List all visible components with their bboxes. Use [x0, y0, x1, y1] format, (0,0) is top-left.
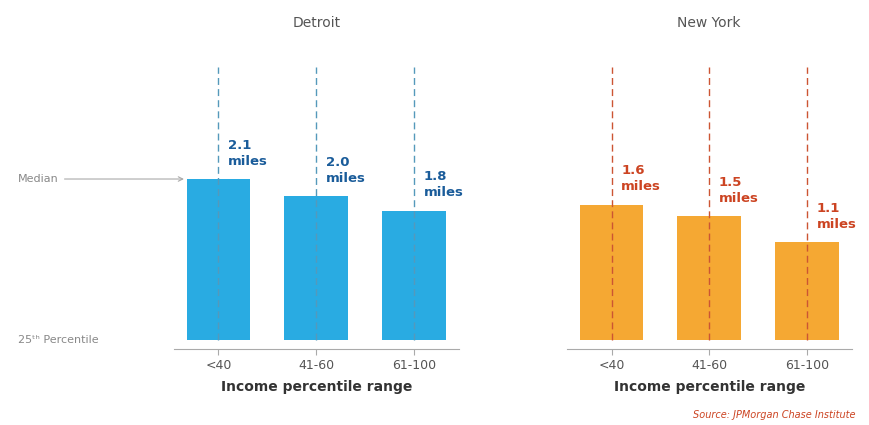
Text: 1.6
miles: 1.6 miles	[621, 164, 661, 193]
Text: Source: JPMorgan Chase Institute: Source: JPMorgan Chase Institute	[693, 410, 856, 420]
Text: 75ᵗʰ Percentile: 75ᵗʰ Percentile	[0, 424, 1, 425]
Text: 1.1
miles: 1.1 miles	[817, 202, 857, 231]
Bar	[775, 242, 839, 340]
Title: Detroit: Detroit	[292, 16, 341, 30]
Bar	[382, 211, 446, 340]
Bar	[580, 205, 643, 340]
X-axis label: Income percentile range: Income percentile range	[221, 380, 412, 394]
Text: 1.5
miles: 1.5 miles	[719, 176, 759, 205]
Text: Median: Median	[18, 174, 182, 184]
Title: New York: New York	[678, 16, 741, 30]
X-axis label: Income percentile range: Income percentile range	[614, 380, 805, 394]
Bar	[187, 179, 250, 340]
Text: 1.8
miles: 1.8 miles	[424, 170, 463, 199]
Text: 2.1
miles: 2.1 miles	[229, 139, 269, 167]
Bar	[678, 216, 741, 340]
Bar	[284, 196, 348, 340]
Text: 2.0
miles: 2.0 miles	[326, 156, 366, 185]
Text: 25ᵗʰ Percentile: 25ᵗʰ Percentile	[18, 335, 99, 345]
